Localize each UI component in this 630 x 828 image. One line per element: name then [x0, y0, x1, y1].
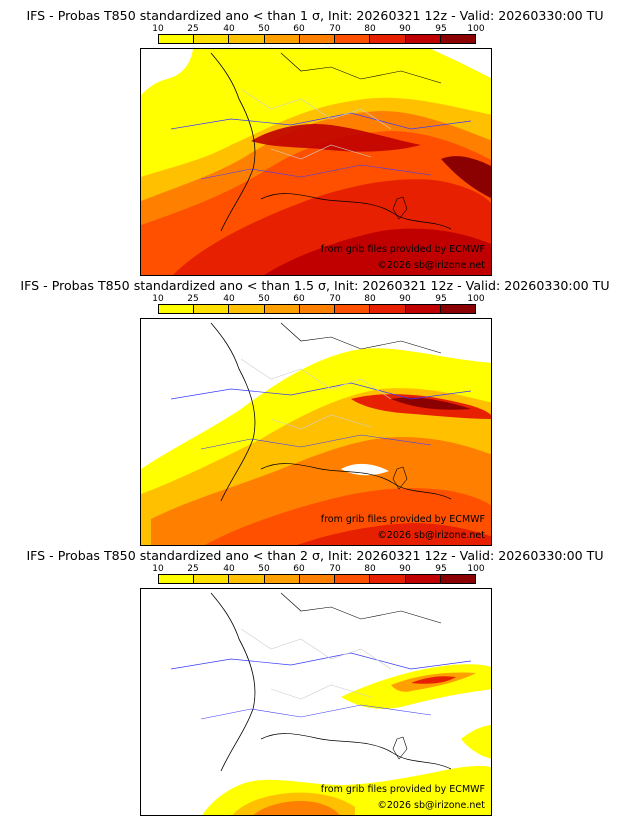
copyright-credit: ©2026 sb@irizone.net [377, 530, 485, 541]
colorbar [158, 304, 476, 314]
colorbar-tick-label: 95 [435, 24, 447, 34]
colorbar-segment [440, 35, 475, 43]
colorbar-tick-label: 40 [223, 24, 235, 34]
colorbar-segment [370, 575, 406, 583]
colorbar-segment [194, 35, 230, 43]
colorbar-segment [405, 35, 441, 43]
colorbar-labels: 10 25 40 50 60 70 80 90 95 100 [152, 564, 484, 574]
colorbar-tick-label: 70 [329, 564, 341, 574]
colorbar-segment [440, 305, 475, 313]
colorbar-tick-label: 95 [435, 294, 447, 304]
colorbar [158, 34, 476, 44]
data-source-credit: from grib files provided by ECMWF [320, 784, 485, 795]
colorbar-segment [264, 575, 300, 583]
colorbar-segment [335, 575, 371, 583]
map-panel-2: IFS - Probas T850 standardized ano < tha… [0, 270, 630, 546]
colorbar-tick-label: 60 [293, 294, 305, 304]
colorbar-labels: 10 25 40 50 60 70 80 90 95 100 [152, 24, 484, 34]
colorbar-segment [299, 305, 336, 313]
colorbar [158, 574, 476, 584]
colorbar-segment [194, 575, 230, 583]
colorbar-segment [194, 305, 230, 313]
colorbar-tick-label: 25 [187, 294, 199, 304]
colorbar-segment [370, 35, 406, 43]
colorbar-segment [370, 305, 406, 313]
colorbar-tick-label: 90 [399, 564, 411, 574]
colorbar-segment [229, 575, 265, 583]
probability-map-graphic [141, 319, 491, 545]
colorbar-tick-label: 25 [187, 564, 199, 574]
colorbar-segment [264, 35, 300, 43]
colorbar-segment [405, 305, 441, 313]
colorbar-segment [159, 575, 195, 583]
colorbar-tick-label: 60 [293, 24, 305, 34]
colorbar-tick-label: 70 [329, 24, 341, 34]
colorbar-tick-label: 25 [187, 24, 199, 34]
map-panel-1: IFS - Probas T850 standardized ano < tha… [0, 0, 630, 276]
colorbar-tick-label: 100 [467, 294, 485, 304]
colorbar-segment [335, 305, 371, 313]
probability-map-graphic [141, 589, 491, 815]
probability-map-graphic [141, 49, 491, 275]
copyright-credit: ©2026 sb@irizone.net [377, 800, 485, 811]
data-source-credit: from grib files provided by ECMWF [320, 244, 485, 255]
colorbar-segment [159, 35, 195, 43]
colorbar-tick-label: 10 [152, 564, 164, 574]
colorbar-tick-label: 40 [223, 564, 235, 574]
colorbar-segment [440, 575, 475, 583]
colorbar-segment [299, 575, 336, 583]
colorbar-labels: 10 25 40 50 60 70 80 90 95 100 [152, 294, 484, 304]
colorbar-tick-label: 80 [364, 564, 376, 574]
colorbar-tick-label: 100 [467, 564, 485, 574]
colorbar-tick-label: 50 [258, 564, 270, 574]
copyright-credit: ©2026 sb@irizone.net [377, 260, 485, 271]
colorbar-tick-label: 80 [364, 294, 376, 304]
colorbar-tick-label: 90 [399, 294, 411, 304]
probability-map: from grib files provided by ECMWF ©2026 … [140, 588, 492, 816]
colorbar-tick-label: 10 [152, 24, 164, 34]
panel-title: IFS - Probas T850 standardized ano < tha… [26, 8, 604, 23]
colorbar-tick-label: 40 [223, 294, 235, 304]
colorbar-tick-label: 60 [293, 564, 305, 574]
colorbar-tick-label: 70 [329, 294, 341, 304]
colorbar-segment [229, 35, 265, 43]
panel-title: IFS - Probas T850 standardized ano < tha… [20, 278, 610, 293]
colorbar-segment [229, 305, 265, 313]
colorbar-tick-label: 50 [258, 294, 270, 304]
colorbar-segment [299, 35, 336, 43]
probability-map: from grib files provided by ECMWF ©2026 … [140, 48, 492, 276]
panel-title: IFS - Probas T850 standardized ano < tha… [26, 548, 604, 563]
colorbar-segment [264, 305, 300, 313]
colorbar-segment [159, 305, 195, 313]
colorbar-tick-label: 10 [152, 294, 164, 304]
colorbar-segment [335, 35, 371, 43]
data-source-credit: from grib files provided by ECMWF [320, 514, 485, 525]
colorbar-tick-label: 50 [258, 24, 270, 34]
probability-map: from grib files provided by ECMWF ©2026 … [140, 318, 492, 546]
colorbar-tick-label: 80 [364, 24, 376, 34]
colorbar-segment [405, 575, 441, 583]
colorbar-tick-label: 100 [467, 24, 485, 34]
colorbar-tick-label: 90 [399, 24, 411, 34]
map-panel-3: IFS - Probas T850 standardized ano < tha… [0, 540, 630, 816]
colorbar-tick-label: 95 [435, 564, 447, 574]
